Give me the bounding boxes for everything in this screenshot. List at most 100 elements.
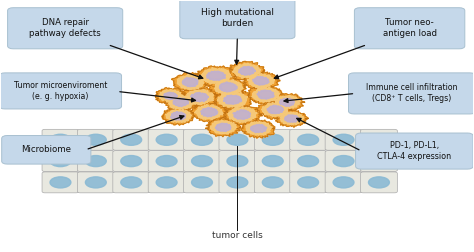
Polygon shape xyxy=(243,72,280,90)
Polygon shape xyxy=(215,80,243,95)
Polygon shape xyxy=(191,102,228,122)
Polygon shape xyxy=(222,104,263,125)
FancyBboxPatch shape xyxy=(290,172,327,193)
Polygon shape xyxy=(213,89,251,111)
Polygon shape xyxy=(252,76,269,85)
FancyBboxPatch shape xyxy=(355,8,465,49)
Circle shape xyxy=(121,155,142,167)
Text: DNA repair
pathway defects: DNA repair pathway defects xyxy=(29,18,101,38)
FancyBboxPatch shape xyxy=(219,129,256,150)
Circle shape xyxy=(50,155,71,167)
Polygon shape xyxy=(280,112,304,125)
Polygon shape xyxy=(155,88,185,104)
Circle shape xyxy=(85,177,106,188)
Polygon shape xyxy=(229,61,265,81)
FancyBboxPatch shape xyxy=(77,129,114,150)
Circle shape xyxy=(298,134,319,145)
Polygon shape xyxy=(185,90,213,105)
Polygon shape xyxy=(252,87,280,102)
Circle shape xyxy=(298,155,319,167)
FancyBboxPatch shape xyxy=(148,129,185,150)
Polygon shape xyxy=(165,109,192,122)
Polygon shape xyxy=(194,105,223,120)
FancyBboxPatch shape xyxy=(148,172,185,193)
Polygon shape xyxy=(173,98,189,107)
Polygon shape xyxy=(208,77,247,98)
Polygon shape xyxy=(206,71,226,80)
Circle shape xyxy=(298,177,319,188)
Polygon shape xyxy=(267,105,284,114)
Polygon shape xyxy=(279,98,295,107)
Polygon shape xyxy=(261,103,288,117)
Circle shape xyxy=(156,155,177,167)
Circle shape xyxy=(368,177,389,188)
Polygon shape xyxy=(177,75,204,90)
Polygon shape xyxy=(270,93,305,111)
Text: tumor cells: tumor cells xyxy=(212,231,263,239)
Text: Tumor microenviroment
(e. g. hypoxia): Tumor microenviroment (e. g. hypoxia) xyxy=(14,81,107,101)
Polygon shape xyxy=(164,92,177,100)
Polygon shape xyxy=(219,82,237,92)
Polygon shape xyxy=(171,112,186,120)
Circle shape xyxy=(50,134,71,145)
Circle shape xyxy=(121,177,142,188)
FancyBboxPatch shape xyxy=(42,129,79,150)
Text: Microbiome: Microbiome xyxy=(21,145,71,154)
Circle shape xyxy=(191,155,212,167)
FancyBboxPatch shape xyxy=(325,129,362,150)
Circle shape xyxy=(227,177,248,188)
Polygon shape xyxy=(196,66,237,87)
FancyBboxPatch shape xyxy=(42,151,79,172)
Circle shape xyxy=(85,155,106,167)
FancyBboxPatch shape xyxy=(348,73,474,114)
FancyBboxPatch shape xyxy=(183,129,220,150)
Circle shape xyxy=(50,177,71,188)
FancyBboxPatch shape xyxy=(361,129,397,150)
FancyBboxPatch shape xyxy=(219,151,256,172)
FancyBboxPatch shape xyxy=(356,133,473,169)
Polygon shape xyxy=(250,124,267,133)
Circle shape xyxy=(227,134,248,145)
FancyBboxPatch shape xyxy=(77,172,114,193)
FancyBboxPatch shape xyxy=(42,172,79,193)
Text: High mutational
burden: High mutational burden xyxy=(201,8,274,28)
FancyBboxPatch shape xyxy=(180,0,295,39)
Text: Tumor neo-
antigen load: Tumor neo- antigen load xyxy=(383,18,437,38)
Circle shape xyxy=(368,134,389,145)
Polygon shape xyxy=(246,122,272,135)
FancyBboxPatch shape xyxy=(361,151,397,172)
Polygon shape xyxy=(164,92,199,111)
Circle shape xyxy=(156,134,177,145)
Polygon shape xyxy=(241,119,275,138)
FancyBboxPatch shape xyxy=(219,172,256,193)
Polygon shape xyxy=(238,66,256,75)
Polygon shape xyxy=(285,115,299,122)
Circle shape xyxy=(85,134,106,145)
Polygon shape xyxy=(172,73,209,91)
Polygon shape xyxy=(275,110,309,127)
FancyBboxPatch shape xyxy=(255,129,291,150)
FancyBboxPatch shape xyxy=(148,151,185,172)
Polygon shape xyxy=(181,87,219,108)
FancyBboxPatch shape xyxy=(325,172,362,193)
Polygon shape xyxy=(257,100,292,119)
Circle shape xyxy=(333,134,354,145)
Circle shape xyxy=(368,155,389,167)
Polygon shape xyxy=(215,123,231,132)
Circle shape xyxy=(191,177,212,188)
FancyBboxPatch shape xyxy=(290,151,327,172)
Circle shape xyxy=(333,155,354,167)
Circle shape xyxy=(121,134,142,145)
Circle shape xyxy=(262,155,283,167)
FancyBboxPatch shape xyxy=(2,136,91,164)
Circle shape xyxy=(191,134,212,145)
Polygon shape xyxy=(162,107,194,125)
Circle shape xyxy=(333,177,354,188)
Circle shape xyxy=(156,177,177,188)
FancyBboxPatch shape xyxy=(183,172,220,193)
FancyBboxPatch shape xyxy=(183,151,220,172)
Circle shape xyxy=(262,134,283,145)
Polygon shape xyxy=(248,85,285,105)
Polygon shape xyxy=(228,107,257,122)
FancyBboxPatch shape xyxy=(113,129,150,150)
